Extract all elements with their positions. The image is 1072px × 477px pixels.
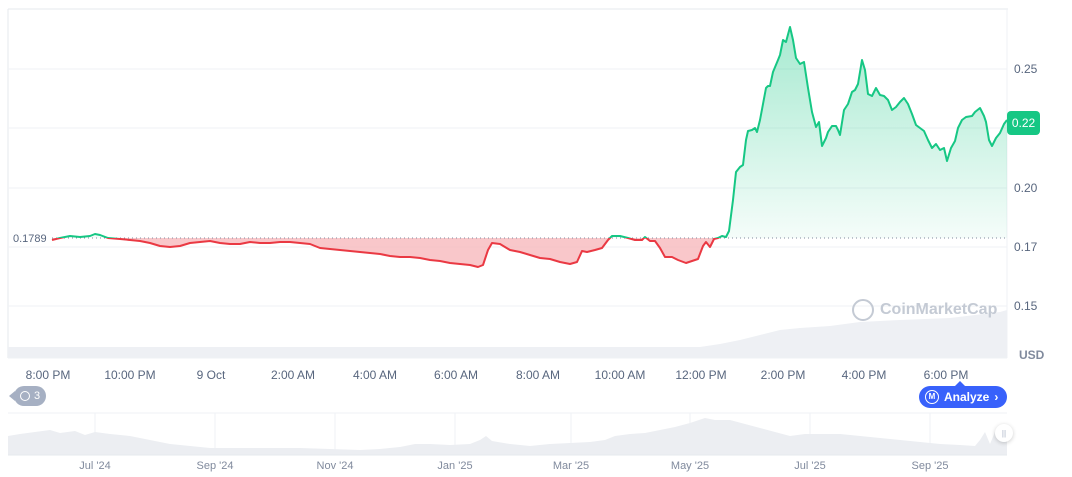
grip-icon: || [1001,428,1007,438]
navigator-tick: Nov '24 [316,460,354,472]
y-tick-0.17: 0.17 [1014,240,1038,254]
watermark-text: CoinMarketCap [880,301,998,318]
x-tick: 10:00 AM [594,368,646,382]
x-tick: 6:00 PM [923,368,969,382]
coinmarketcap-ai-icon: M [925,390,939,404]
coinmarketcap-watermark: CoinMarketCap [852,299,997,321]
navigator-tick: Jan '25 [437,460,473,472]
navigator-tick: Jul '24 [79,460,111,472]
navigator-tick: Sep '25 [911,460,949,472]
x-tick: 9 Oct [196,368,226,382]
x-tick: 8:00 AM [515,368,561,382]
x-tick: 6:00 AM [433,368,479,382]
x-tick: 2:00 AM [270,368,316,382]
x-tick: 10:00 PM [104,368,156,382]
price-line [51,26,1008,268]
navigator-area [8,418,1007,455]
current-price-tag: 0.22 [1007,111,1040,135]
x-tick: 2:00 PM [760,368,806,382]
coinmarketcap-logo-icon [852,299,874,321]
navigator-tick: Sep '24 [196,460,234,472]
time-navigator[interactable] [8,412,1007,456]
y-tick-0.20: 0.20 [1014,181,1038,195]
analyze-button[interactable]: M Analyze › [919,381,1008,408]
history-clock-icon [20,391,30,401]
navigator-tick: Jul '25 [794,460,826,472]
baseline-price-label: 0.1789 [13,233,47,245]
x-tick: 4:00 PM [841,368,887,382]
y-tick-0.15: 0.15 [1014,299,1038,313]
chevron-right-icon: › [994,390,999,404]
currency-label: USD [1019,348,1045,362]
y-tick-0.25: 0.25 [1014,62,1038,76]
analyze-label: Analyze [944,390,990,404]
navigator-tick: Mar '25 [552,460,590,472]
history-count: 3 [34,390,41,402]
volume-bars [8,310,1007,358]
x-tick: 8:00 PM [25,368,71,382]
x-tick: 4:00 AM [352,368,398,382]
history-events-button[interactable]: 3 [8,386,47,406]
navigator-drag-handle[interactable]: || [995,424,1013,442]
navigator-tick: May '25 [670,460,710,472]
x-tick: 12:00 PM [675,368,727,382]
price-area [52,27,1007,267]
